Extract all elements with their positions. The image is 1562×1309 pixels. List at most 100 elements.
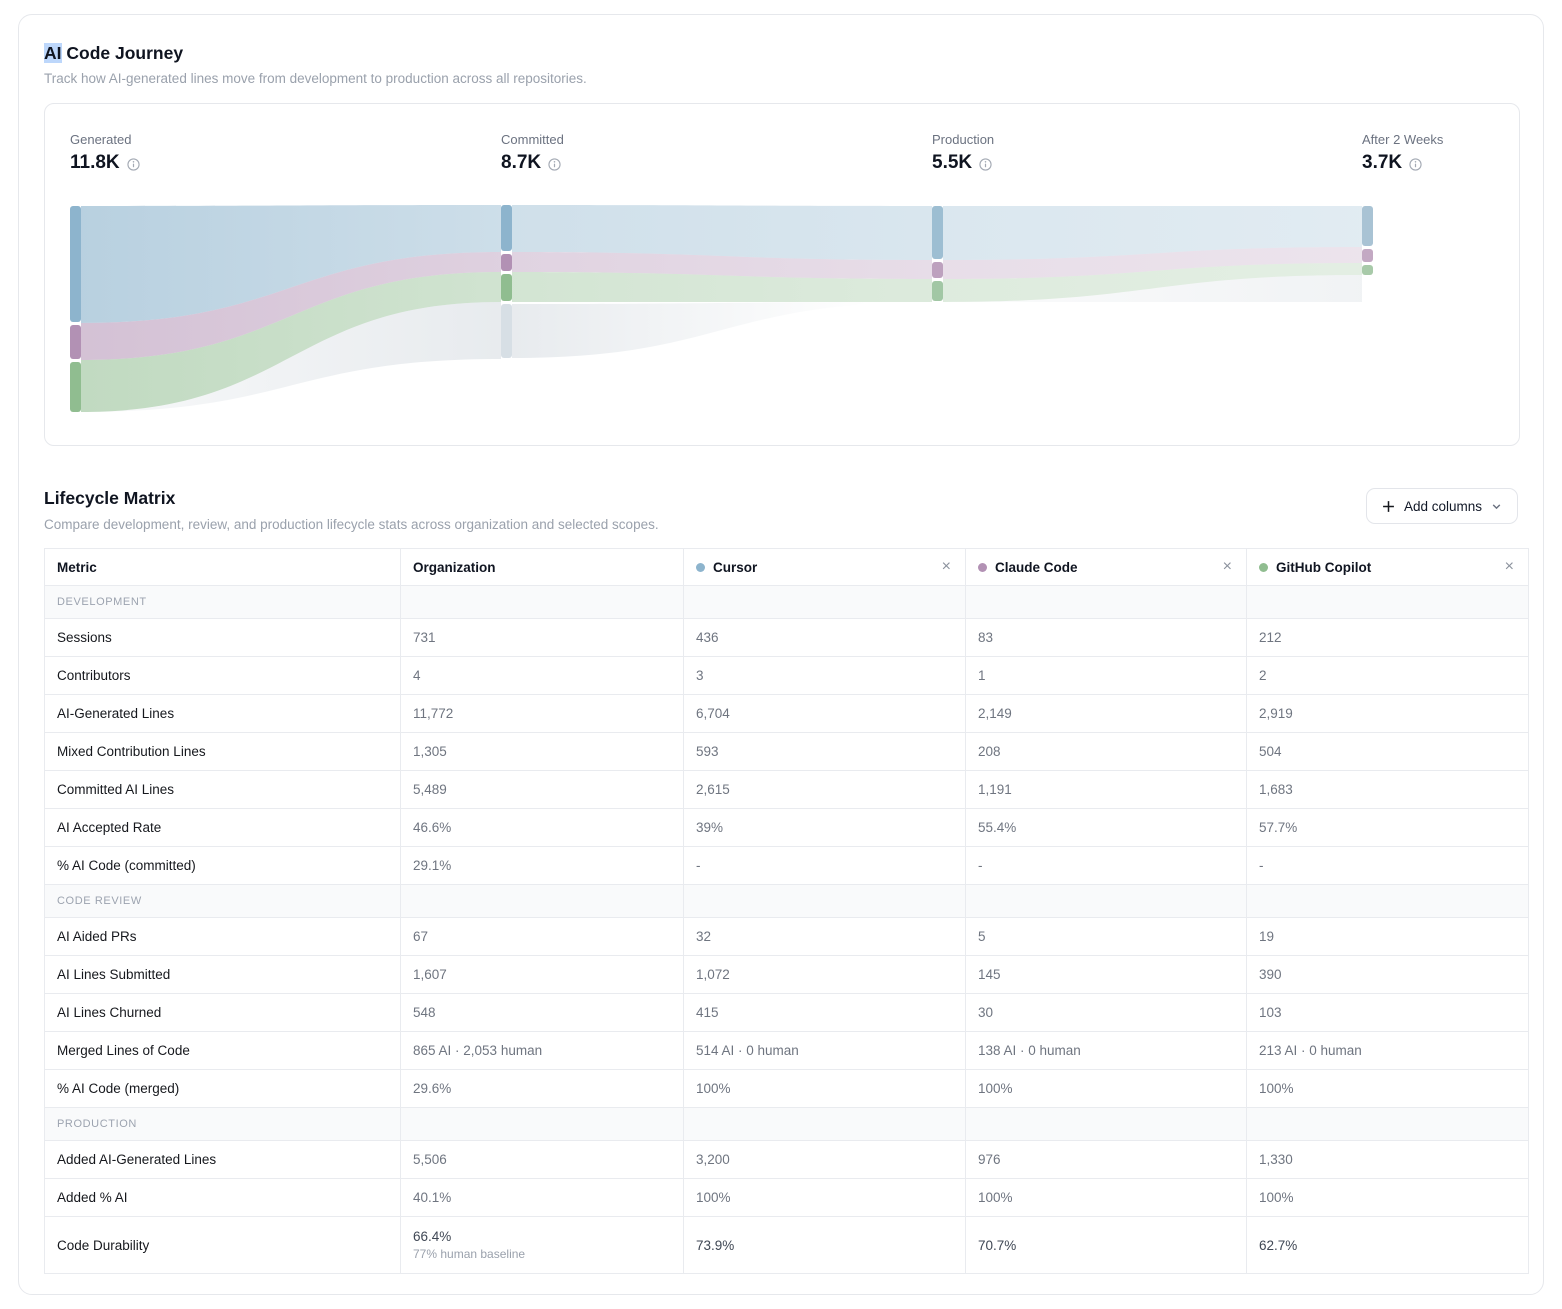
section-row-development: DEVELOPMENT <box>44 585 1529 619</box>
section-label: CODE REVIEW <box>44 884 401 918</box>
flow-cursor-production-after2weeks <box>943 206 1362 260</box>
value-cell: 40.1% <box>400 1178 684 1217</box>
metric-cell: Mixed Contribution Lines <box>44 732 401 771</box>
metric-cell: AI-Generated Lines <box>44 694 401 733</box>
info-icon[interactable] <box>979 157 992 171</box>
flow-claude-code-generated-committed <box>81 252 501 360</box>
metric-cell: Merged Lines of Code <box>44 1031 401 1070</box>
node-committed-cursor <box>501 205 512 251</box>
flow-dropped-production-after2weeks <box>943 275 1362 302</box>
page-title: AI Code Journey <box>44 43 184 63</box>
value-cell: 976 <box>965 1140 1247 1179</box>
lifecycle-matrix-table: Metric Organization Cursor × Claude Code × Git… <box>44 548 1529 1274</box>
info-icon[interactable] <box>548 157 561 171</box>
flow-github-copilot-generated-committed <box>81 272 501 412</box>
value-cell: 62.7% <box>1246 1216 1529 1274</box>
matrix-subtitle: Compare development, review, and product… <box>44 517 659 532</box>
value-cell: 6,704 <box>683 694 966 733</box>
flow-cursor-committed-production <box>512 205 932 260</box>
metric-cell: AI Accepted Rate <box>44 808 401 847</box>
value-cell: 11,772 <box>400 694 684 733</box>
sankey-stage-stat-production: Production 5.5K <box>932 132 994 174</box>
info-icon[interactable] <box>1409 157 1422 171</box>
metric-cell: % AI Code (committed) <box>44 846 401 885</box>
value-cell: 2,615 <box>683 770 966 809</box>
metric-cell: Added AI-Generated Lines <box>44 1140 401 1179</box>
cell-value: 66.4% <box>413 1229 452 1244</box>
node-after2weeks-claude-code <box>1362 249 1373 262</box>
remove-column-github-copilot-button[interactable]: × <box>1504 558 1514 575</box>
table-row-mixed-contribution-lines: Mixed Contribution Lines 1,305 593 208 504 <box>44 732 1529 771</box>
value-cell: 2 <box>1246 656 1529 695</box>
node-committed-claude-code <box>501 254 512 271</box>
scope-color-dot <box>1259 562 1268 572</box>
selected-text: AI <box>44 43 62 63</box>
value-cell: 19 <box>1246 917 1529 956</box>
value-cell: 100% <box>1246 1069 1529 1108</box>
value-cell: 29.6% <box>400 1069 684 1108</box>
value-cell: 1,072 <box>683 955 966 994</box>
sankey-node-column-committed <box>501 205 512 358</box>
value-cell: 103 <box>1246 993 1529 1032</box>
cell-value: 73.9% <box>696 1237 735 1253</box>
cell-value: 62.7% <box>1259 1237 1298 1253</box>
flow-claude-code-committed-production <box>512 252 932 279</box>
value-cell: 731 <box>400 618 684 657</box>
node-generated-claude-code <box>70 325 81 359</box>
dashboard-card: AI Code Journey Track how AI-generated l… <box>18 14 1544 1295</box>
plus-icon <box>1383 500 1394 512</box>
value-cell: 67 <box>400 917 684 956</box>
node-production-github-copilot <box>932 281 943 301</box>
metric-cell: Sessions <box>44 618 401 657</box>
value-cell: 66.4% 77% human baseline <box>400 1216 684 1274</box>
value-cell: - <box>1246 846 1529 885</box>
value-cell: 5,489 <box>400 770 684 809</box>
table-row-ai-lines-submitted: AI Lines Submitted 1,607 1,072 145 390 <box>44 955 1529 994</box>
stage-label: Generated <box>70 132 132 147</box>
stage-value: 3.7K <box>1362 152 1403 173</box>
sankey-diagram <box>70 205 1373 412</box>
value-cell: 415 <box>683 993 966 1032</box>
value-cell: 100% <box>683 1178 966 1217</box>
value-cell: 3 <box>683 656 966 695</box>
node-after2weeks-github-copilot <box>1362 265 1373 275</box>
table-row-contributors: Contributors 4 3 1 2 <box>44 656 1529 695</box>
info-icon[interactable] <box>127 157 140 171</box>
value-cell: 46.6% <box>400 808 684 847</box>
column-header-cursor: Cursor × <box>683 548 966 586</box>
value-cell: 1,607 <box>400 955 684 994</box>
table-row-ai-aided-prs: AI Aided PRs 67 32 5 19 <box>44 917 1529 956</box>
value-cell: 57.7% <box>1246 808 1529 847</box>
scope-color-dot <box>978 562 987 572</box>
node-generated-github-copilot <box>70 362 81 412</box>
value-cell: 145 <box>965 955 1247 994</box>
column-label: GitHub Copilot <box>1276 559 1372 575</box>
node-production-claude-code <box>932 262 943 278</box>
table-row-ai-accepted-rate: AI Accepted Rate 46.6% 39% 55.4% 57.7% <box>44 808 1529 847</box>
value-cell: 5,506 <box>400 1140 684 1179</box>
flow-claude-code-production-after2weeks <box>943 247 1362 279</box>
value-cell: 55.4% <box>965 808 1247 847</box>
value-cell: 1 <box>965 656 1247 695</box>
matrix-header-row: Metric Organization Cursor × Claude Code × Git… <box>44 548 1529 586</box>
column-header-organization: Organization <box>400 548 684 586</box>
value-cell: 29.1% <box>400 846 684 885</box>
stage-label: Production <box>932 132 995 147</box>
table-row-added-ai-generated-lines: Added AI-Generated Lines 5,506 3,200 976 1,3… <box>44 1140 1529 1179</box>
add-columns-button[interactable]: Add columns <box>1365 488 1518 524</box>
metric-cell: AI Aided PRs <box>44 917 401 956</box>
value-cell: 593 <box>683 732 966 771</box>
sankey-stage-stat-committed: Committed 8.7K <box>501 132 564 174</box>
column-header-metric: Metric <box>44 548 401 586</box>
cell-subtext: 77% human baseline <box>413 1247 526 1261</box>
node-generated-cursor <box>70 206 81 322</box>
matrix-title: Lifecycle Matrix <box>44 488 176 508</box>
value-cell: 138 AI · 0 human <box>965 1031 1247 1070</box>
value-cell: 100% <box>965 1069 1247 1108</box>
stage-value: 8.7K <box>501 152 542 173</box>
node-production-cursor <box>932 206 943 259</box>
section-label: PRODUCTION <box>44 1107 401 1141</box>
remove-column-claude-code-button[interactable]: × <box>1222 558 1232 575</box>
sankey-node-column-after2weeks <box>1362 206 1373 275</box>
remove-column-cursor-button[interactable]: × <box>941 558 951 575</box>
